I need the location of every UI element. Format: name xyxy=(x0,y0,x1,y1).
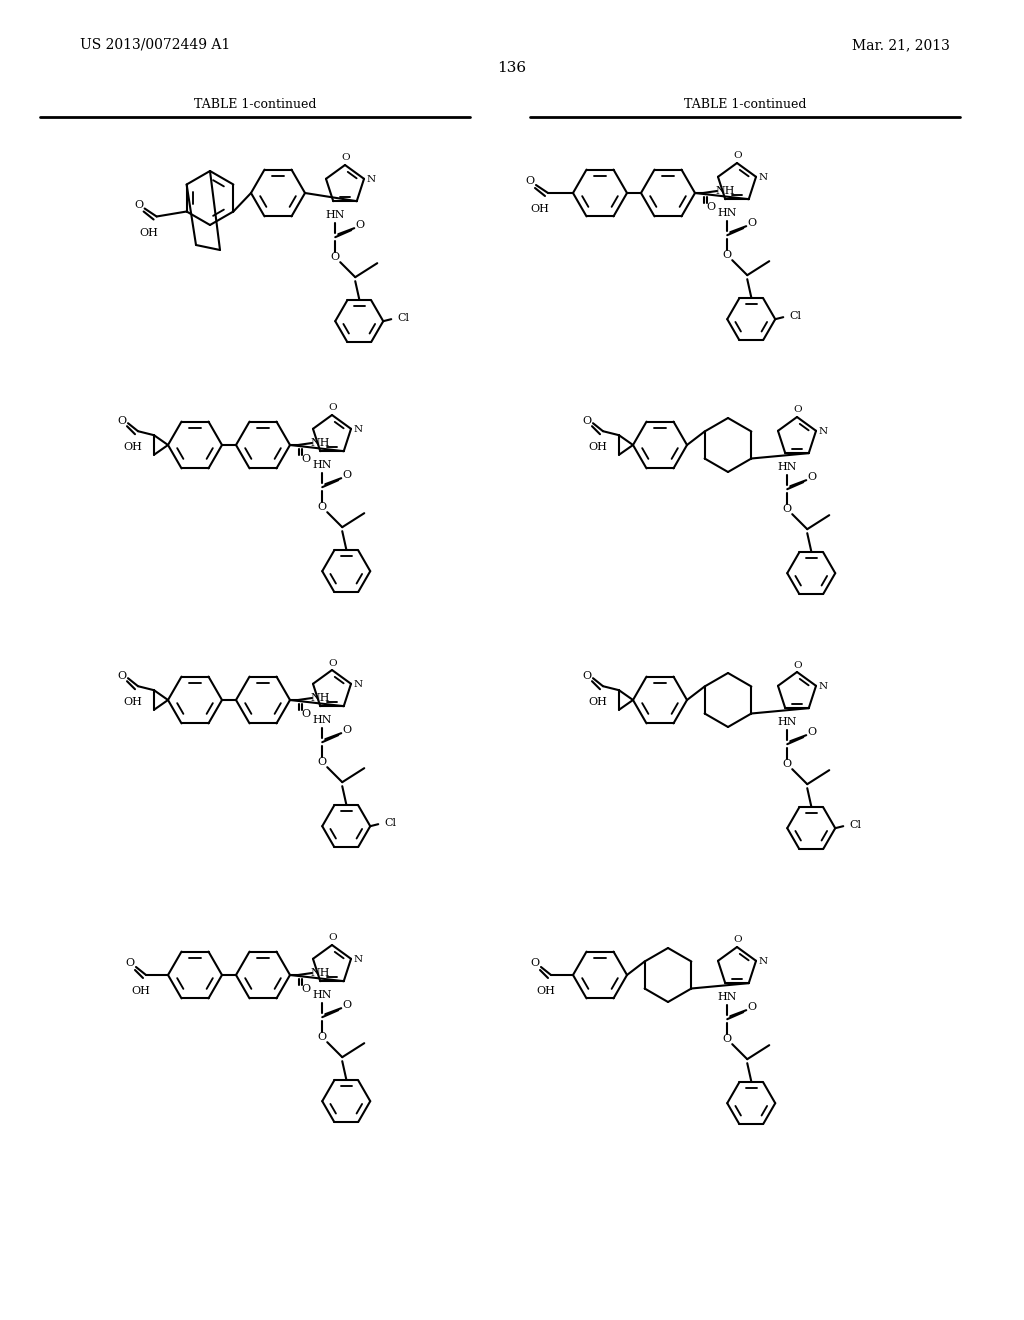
Text: N: N xyxy=(353,956,362,965)
Text: NH: NH xyxy=(310,693,330,704)
Text: O: O xyxy=(733,936,742,945)
Text: O: O xyxy=(125,958,134,968)
Text: HN: HN xyxy=(312,990,332,1001)
Text: OH: OH xyxy=(589,442,607,453)
Text: HN: HN xyxy=(777,717,797,727)
Text: O: O xyxy=(343,470,352,480)
Text: O: O xyxy=(329,404,337,412)
Text: NH: NH xyxy=(310,968,330,978)
Text: O: O xyxy=(317,758,327,767)
Text: O: O xyxy=(317,1032,327,1043)
Text: HN: HN xyxy=(718,209,737,218)
Text: O: O xyxy=(118,671,127,681)
Text: OH: OH xyxy=(131,986,151,997)
Text: OH: OH xyxy=(124,697,142,708)
Text: N: N xyxy=(759,173,768,182)
Text: O: O xyxy=(707,202,716,213)
Text: O: O xyxy=(134,199,143,210)
Text: N: N xyxy=(367,176,376,185)
Text: OH: OH xyxy=(537,986,555,997)
Text: O: O xyxy=(118,416,127,426)
Text: Cl: Cl xyxy=(384,818,396,828)
Text: O: O xyxy=(317,502,327,512)
Text: O: O xyxy=(583,416,592,426)
Text: N: N xyxy=(353,680,362,689)
Text: HN: HN xyxy=(326,210,345,220)
Text: 136: 136 xyxy=(498,61,526,75)
Text: O: O xyxy=(808,473,817,482)
Text: O: O xyxy=(782,504,792,515)
Text: O: O xyxy=(525,176,535,186)
Text: O: O xyxy=(723,251,732,260)
Text: O: O xyxy=(723,1034,732,1044)
Text: HN: HN xyxy=(312,461,332,470)
Text: O: O xyxy=(301,709,310,719)
Text: OH: OH xyxy=(589,697,607,708)
Text: OH: OH xyxy=(139,227,158,238)
Text: O: O xyxy=(794,660,803,669)
Text: O: O xyxy=(748,1002,757,1012)
Text: O: O xyxy=(301,983,310,994)
Text: O: O xyxy=(583,671,592,681)
Text: N: N xyxy=(759,957,768,966)
Text: O: O xyxy=(782,759,792,770)
Text: HN: HN xyxy=(718,993,737,1002)
Text: O: O xyxy=(748,218,757,228)
Text: O: O xyxy=(329,933,337,942)
Text: HN: HN xyxy=(312,715,332,725)
Text: O: O xyxy=(733,152,742,161)
Text: NH: NH xyxy=(715,186,735,195)
Text: O: O xyxy=(301,454,310,465)
Text: O: O xyxy=(331,252,340,263)
Text: Cl: Cl xyxy=(397,313,410,323)
Text: Cl: Cl xyxy=(849,820,861,830)
Text: N: N xyxy=(818,428,827,437)
Text: Cl: Cl xyxy=(790,312,801,321)
Text: O: O xyxy=(794,405,803,414)
Text: O: O xyxy=(530,958,540,968)
Text: Mar. 21, 2013: Mar. 21, 2013 xyxy=(852,38,950,51)
Text: O: O xyxy=(329,659,337,668)
Text: OH: OH xyxy=(530,205,550,214)
Text: O: O xyxy=(343,1001,352,1010)
Text: N: N xyxy=(818,682,827,692)
Text: TABLE 1-continued: TABLE 1-continued xyxy=(194,99,316,111)
Text: N: N xyxy=(353,425,362,434)
Text: HN: HN xyxy=(777,462,797,473)
Text: O: O xyxy=(808,727,817,737)
Text: O: O xyxy=(342,153,350,162)
Text: US 2013/0072449 A1: US 2013/0072449 A1 xyxy=(80,38,230,51)
Text: O: O xyxy=(343,725,352,735)
Text: NH: NH xyxy=(310,438,330,447)
Text: TABLE 1-continued: TABLE 1-continued xyxy=(684,99,806,111)
Text: O: O xyxy=(355,220,365,230)
Text: OH: OH xyxy=(124,442,142,453)
